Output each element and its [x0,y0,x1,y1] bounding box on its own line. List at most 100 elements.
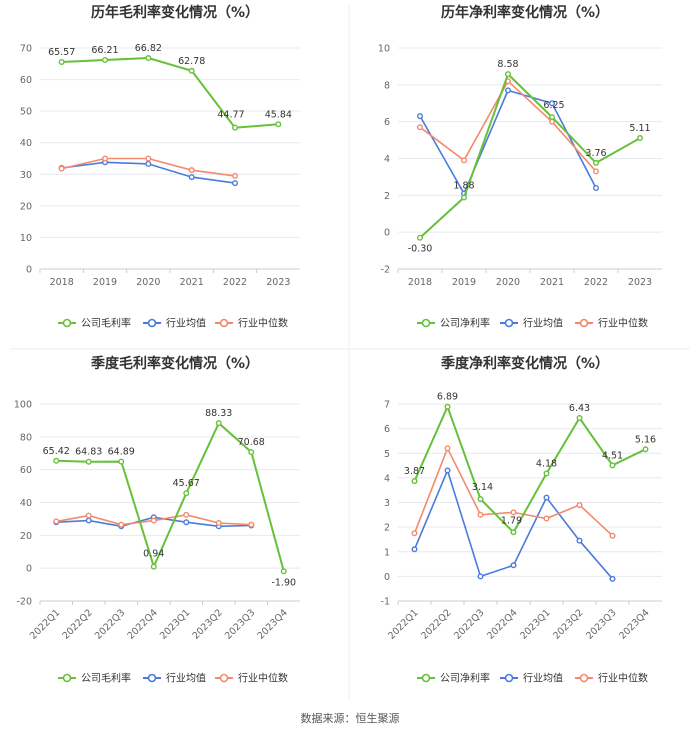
quarterly-net-margin-chart: 季度净利率变化情况（%） -1 0 1 2 3 4 5 6 7 2022Q12022Q22022Q3… [381,355,662,685]
chart-title: 季度毛利率变化情况（%） [90,355,259,372]
data-label: 70.68 [238,437,265,448]
data-point-company [417,234,424,241]
data-point-company [411,478,418,485]
data-point-company [543,470,550,477]
y-tick-label: 80 [20,432,32,443]
quarterly-gross-margin-chart: 季度毛利率变化情况（%）-200204060801002022Q12022Q22… [14,355,300,685]
x-tick-label: 2023Q2 [551,607,585,641]
data-label: 6.43 [569,403,590,414]
data-point-avg [85,517,92,524]
data-point-company [215,420,222,427]
x-tick-label: 2023Q1 [158,607,192,641]
data-point-median [576,501,583,508]
data-point-avg [188,174,195,181]
x-tick-label: 2018 [408,277,432,288]
data-point-company [58,58,65,65]
series-line-company [56,421,285,572]
data-source-note: 数据来源：恒生聚源 [301,711,400,725]
legend-label: 行业中位数 [238,317,288,330]
data-point-company [280,568,287,575]
data-point-median [411,530,418,537]
x-tick-label: 2023Q2 [190,607,224,641]
data-label: 45.84 [265,109,292,120]
legend-swatch-marker [147,673,157,683]
x-tick-label: 2022 [584,277,608,288]
legend-label: 行业中位数 [598,672,648,685]
y-tick-label: -1 [381,597,390,608]
data-label: 6.25 [543,100,564,111]
y-tick-label: 40 [20,138,32,149]
data-label: 64.89 [108,447,135,458]
data-point-median [248,521,255,528]
legend-label: 行业均值 [166,672,206,685]
y-tick-label: 10 [378,44,390,55]
data-label: 62.78 [178,56,205,67]
data-label: 1.79 [501,515,522,526]
data-point-company [150,563,157,570]
data-label: 3.76 [585,148,606,159]
data-point-median [444,445,451,452]
y-tick-label: 10 [20,233,32,244]
legend-swatch-marker [421,318,431,328]
legend-label: 行业均值 [166,317,206,330]
legend-label: 行业均值 [523,317,563,330]
x-tick-label: 2022Q4 [125,607,159,641]
data-label: 66.21 [91,45,118,56]
legend-swatch-marker [504,318,514,328]
x-tick-label: 2022Q4 [485,607,519,641]
y-tick-label: 0 [26,265,32,276]
data-point-avg [145,160,152,167]
data-point-avg [411,546,418,553]
y-tick-label: 0 [384,572,390,583]
data-point-median [461,157,468,164]
data-label: 66.82 [135,43,162,54]
legend-swatch-marker [421,673,431,683]
series-line-company [413,404,646,534]
legend-label: 行业中位数 [598,317,648,330]
x-tick-label: 2023 [628,277,652,288]
data-point-company [505,71,512,78]
legend-swatch-marker [579,673,589,683]
y-tick-label: 50 [20,107,32,118]
x-tick-label: 2018 [50,277,74,288]
data-point-median [53,518,60,525]
data-label: 3.87 [404,466,425,477]
series-line-median [419,79,597,172]
x-tick-label: 2023Q4 [617,607,651,641]
data-point-median [85,512,92,519]
y-tick-label: 2 [384,191,390,202]
data-point-company [477,496,484,503]
data-point-company [642,446,649,453]
legend-label: 公司净利率 [440,317,490,330]
data-label: 6.89 [437,392,458,403]
y-tick-label: 2 [384,523,390,534]
data-label: 1.88 [453,181,474,192]
data-label: 5.11 [629,123,650,134]
y-tick-label: 4 [384,154,390,165]
legend-label: 公司毛利率 [81,672,131,685]
y-tick-label: 0 [384,228,390,239]
data-point-company [637,135,644,142]
data-point-median [150,517,157,524]
data-point-avg [593,184,600,191]
y-tick-label: 60 [20,75,32,86]
y-tick-label: 6 [384,424,390,435]
data-point-company [183,490,190,497]
y-tick-label: -20 [16,597,32,608]
data-point-company [444,403,451,410]
data-point-median [118,521,125,528]
data-point-avg [505,87,512,94]
data-point-company [609,462,616,469]
data-point-company [248,449,255,456]
data-point-company [593,159,600,166]
data-label: 65.57 [48,47,75,58]
annual-gross-margin-chart: 历年毛利率变化情况（%） 0 10 20 30 40 50 60 70 2018 2019 2020 2… [20,4,300,330]
data-point-median [231,172,238,179]
x-tick-label: 2022Q3 [452,607,486,641]
y-tick-label: 30 [20,170,32,181]
y-tick-label: -2 [381,265,390,276]
x-tick-label: 2019 [93,277,117,288]
data-label: 65.42 [43,446,70,457]
legend-swatch-marker [62,318,72,328]
